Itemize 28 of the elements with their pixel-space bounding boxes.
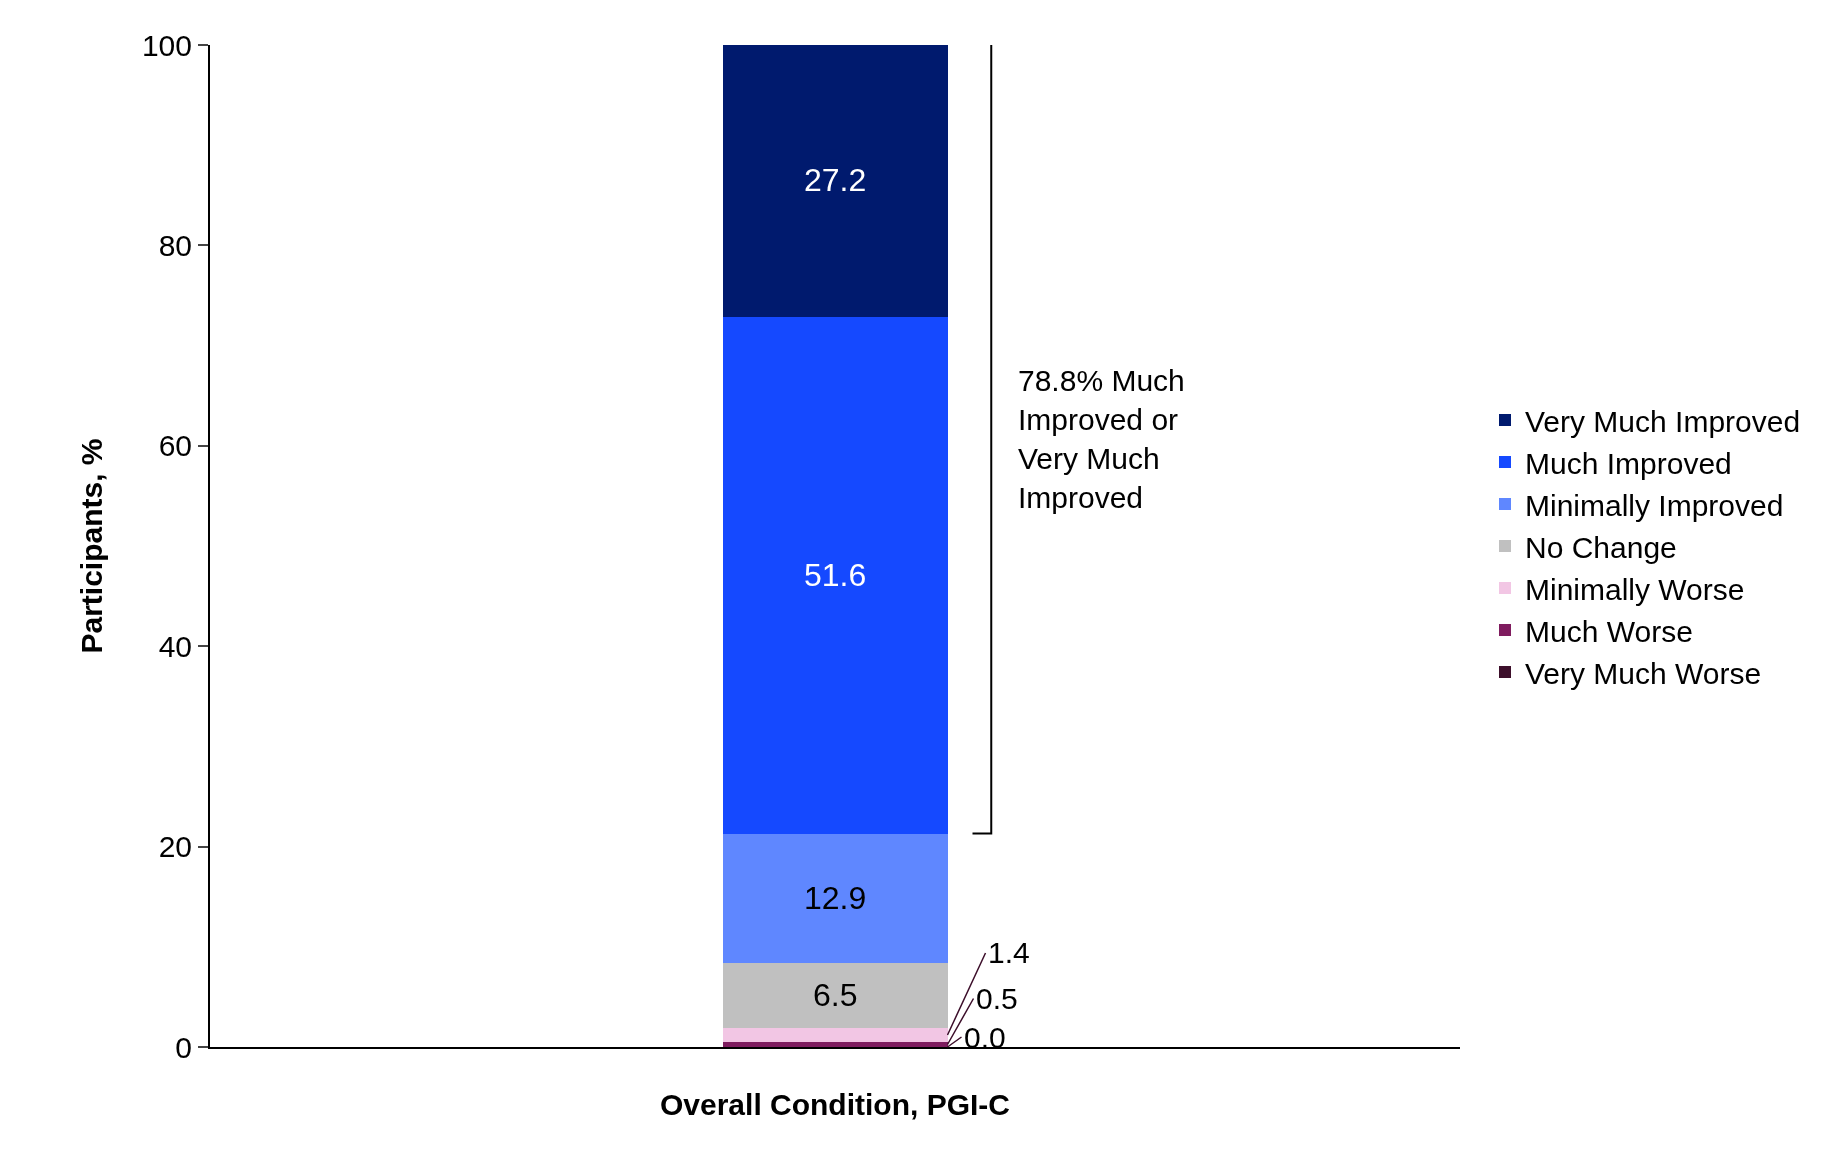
y-tick-label: 100 — [141, 28, 192, 62]
bar — [722, 45, 948, 317]
data-label: 51.6 — [804, 557, 867, 593]
legend-label: Minimally Improved — [1525, 488, 1784, 522]
legend-label: No Change — [1525, 530, 1677, 564]
bar — [722, 1041, 948, 1047]
y-tick-label: 80 — [158, 228, 192, 262]
y-axis-title: Participants, % — [75, 438, 109, 654]
data-label: 1.4 — [988, 936, 1030, 969]
legend-label: Much Worse — [1525, 614, 1693, 648]
bar — [722, 833, 948, 963]
data-label: 0.5 — [976, 982, 1018, 1015]
legend-label: Very Much Worse — [1525, 656, 1762, 690]
y-tick-label: 0 — [175, 1030, 192, 1064]
annotation: 78.8% Much Improved or Very Much Improved — [1018, 364, 1185, 514]
legend-label: Much Improved — [1525, 446, 1732, 480]
bar — [722, 1027, 948, 1042]
y-tick-label: 20 — [158, 830, 192, 864]
y-tick-label: 40 — [158, 629, 192, 663]
bar — [722, 316, 948, 834]
data-label: 27.2 — [804, 162, 867, 198]
x-axis-title: Overall Condition, PGI-C — [659, 1088, 1011, 1121]
bar — [722, 962, 948, 1028]
legend-label: Very Much Improved — [1525, 404, 1801, 438]
legend-label: Minimally Worse — [1525, 572, 1745, 606]
data-label: 12.9 — [804, 880, 867, 916]
data-label: 6.5 — [813, 977, 858, 1013]
y-tick-label: 60 — [158, 429, 192, 463]
